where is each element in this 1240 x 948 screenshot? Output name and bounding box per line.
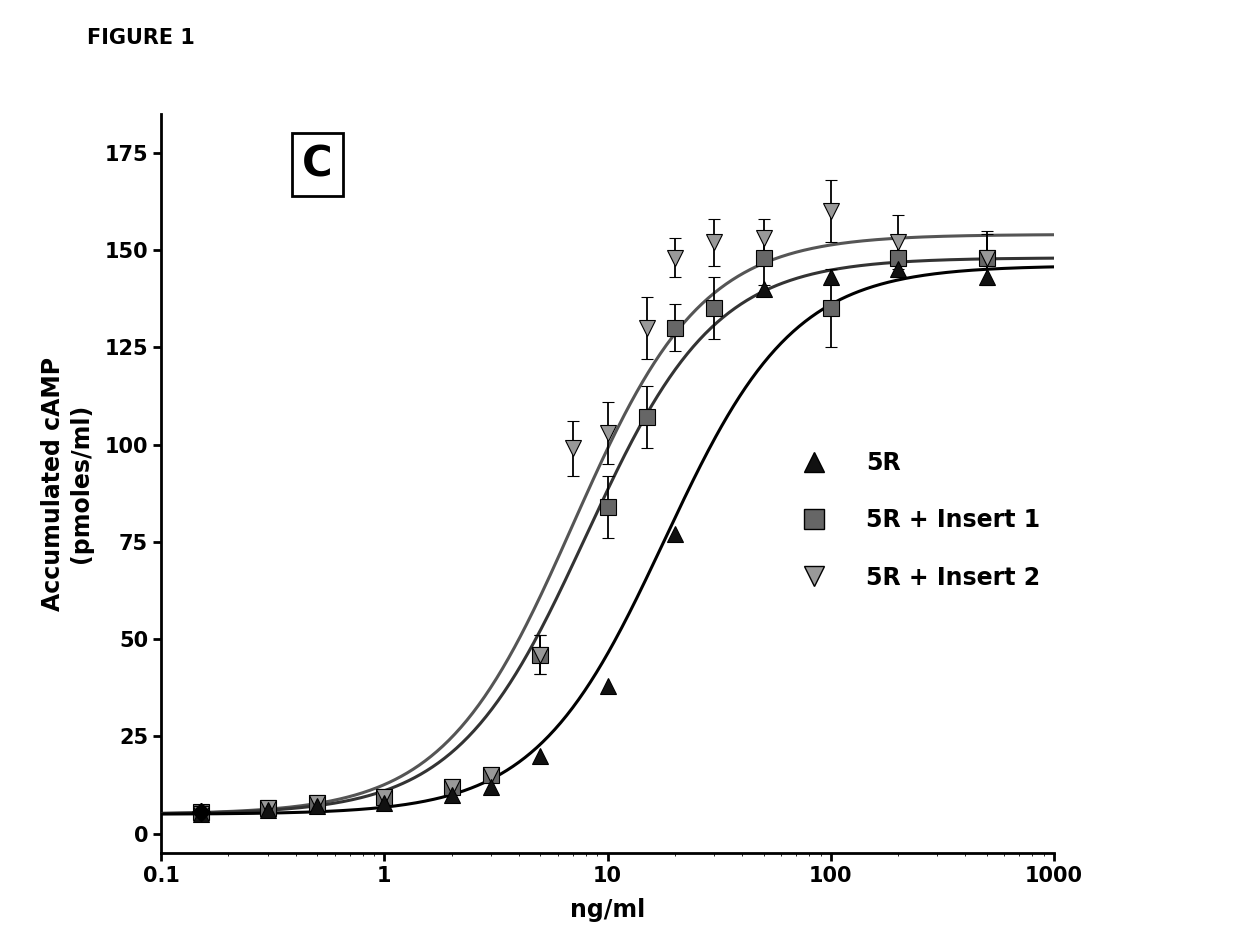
Y-axis label: Accumulated cAMP
(pmoles/ml): Accumulated cAMP (pmoles/ml) [41, 356, 93, 611]
Legend: 5R, 5R + Insert 1, 5R + Insert 2: 5R, 5R + Insert 1, 5R + Insert 2 [781, 442, 1049, 599]
X-axis label: ng/ml: ng/ml [570, 898, 645, 921]
Text: C: C [303, 143, 332, 186]
Text: FIGURE 1: FIGURE 1 [87, 28, 195, 48]
